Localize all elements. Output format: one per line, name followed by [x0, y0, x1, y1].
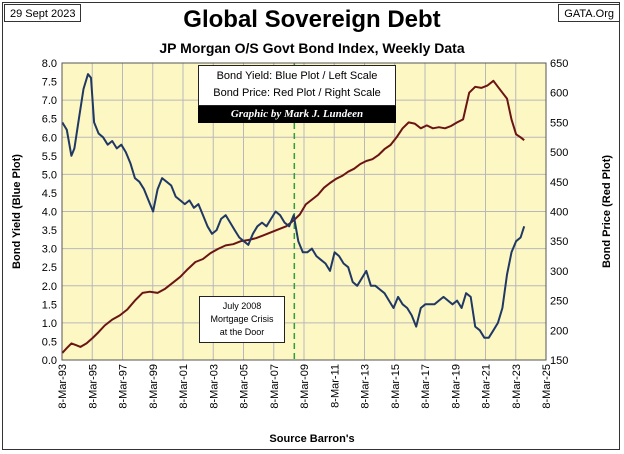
x-tick-label: 8-Mar-99: [148, 364, 160, 409]
right-tick-label: 400: [550, 207, 568, 219]
plot-border: [61, 62, 547, 361]
date-label: 29 Sept 2023: [4, 4, 82, 22]
right-tick-label: 600: [550, 88, 568, 100]
x-tick-label: 8-Mar-09: [299, 364, 311, 409]
left-tick-label: 7.5: [42, 77, 57, 89]
x-tick-label: 8-Mar-07: [269, 364, 281, 409]
right-tick-label: 150: [550, 355, 568, 367]
left-tick-label: 1.5: [42, 299, 57, 311]
left-tick-label: 3.0: [42, 244, 57, 256]
left-tick-label: 5.0: [42, 169, 57, 181]
left-tick-label: 4.0: [42, 207, 57, 219]
left-tick-label: 4.5: [42, 188, 57, 200]
left-tick-label: 1.0: [42, 318, 57, 330]
x-tick-label: 8-Mar-13: [360, 364, 372, 409]
legend-line-yield: Bond Yield: Blue Plot / Left Scale: [216, 70, 378, 82]
right-tick-label: 550: [550, 117, 568, 129]
chart-title: Global Sovereign Debt: [183, 6, 441, 33]
right-axis-ticks: 150 200 250 300 350 400 450 500 550 600 650: [550, 58, 568, 367]
left-tick-label: 5.5: [42, 151, 57, 163]
x-tick-label: 8-Mar-97: [118, 364, 130, 409]
left-tick-label: 8.0: [42, 58, 57, 70]
annotation-line-2: Mortgage Crisis: [210, 314, 274, 324]
source-tag: GATA.Org: [558, 4, 620, 22]
left-tick-label: 0.5: [42, 336, 57, 348]
right-tick-label: 200: [550, 325, 568, 337]
x-tick-label: 8-Mar-03: [208, 364, 220, 409]
left-tick-label: 6.5: [42, 114, 57, 126]
x-axis-ticks: 8-Mar-93 8-Mar-95 8-Mar-97 8-Mar-99 8-Mar-01…: [57, 364, 553, 409]
x-tick-label: 8-Mar-23: [511, 364, 523, 409]
x-tick-label: 8-Mar-17: [420, 364, 432, 409]
x-tick-label: 8-Mar-25: [541, 364, 553, 409]
x-tick-label: 8-Mar-01: [178, 364, 190, 409]
credit-banner: Graphic by Mark J. Lundeen: [198, 106, 396, 123]
x-tick-label: 8-Mar-93: [57, 364, 69, 409]
x-tick-label: 8-Mar-15: [390, 364, 402, 409]
x-axis-title: Source Barron's: [269, 433, 355, 445]
annotation-box: July 2008 Mortgage Crisis at the Door: [199, 296, 285, 343]
legend-line-price: Bond Price: Red Plot / Right Scale: [213, 87, 381, 99]
legend-box: Bond Yield: Blue Plot / Left Scale Bond …: [198, 65, 396, 106]
x-tick-label: 8-Mar-21: [481, 364, 493, 409]
left-tick-label: 6.0: [42, 132, 57, 144]
right-axis-title: Bond Price (Red Plot): [601, 155, 613, 268]
left-tick-label: 2.5: [42, 262, 57, 274]
right-tick-label: 350: [550, 236, 568, 248]
x-tick-label: 8-Mar-19: [450, 364, 462, 409]
left-axis-ticks: 0.0 0.5 1.0 1.5 2.0 2.5 3.0 3.5 4.0 4.5 5.0 5.5 6.0 6…: [42, 58, 57, 367]
bond-price-series-line: [61, 79, 525, 354]
right-tick-label: 300: [550, 266, 568, 278]
right-tick-label: 650: [550, 58, 568, 70]
x-tick-label: 8-Mar-05: [239, 364, 251, 409]
left-tick-label: 7.0: [42, 95, 57, 107]
x-tick-label: 8-Mar-95: [87, 364, 99, 409]
bond-yield-series-line: [61, 73, 526, 339]
left-tick-label: 0.0: [42, 355, 57, 367]
annotation-line-3: at the Door: [219, 327, 265, 337]
right-tick-label: 250: [550, 296, 568, 308]
annotation-line-1: July 2008: [222, 301, 262, 311]
x-tick-label: 8-Mar-11: [329, 364, 341, 408]
left-axis-title: Bond Yield (Blue Plot): [11, 154, 23, 269]
left-tick-label: 2.0: [42, 281, 57, 293]
left-tick-label: 3.5: [42, 225, 57, 237]
chart-subtitle: JP Morgan O/S Govt Bond Index, Weekly Da…: [159, 40, 465, 56]
right-tick-label: 450: [550, 177, 568, 189]
right-tick-label: 500: [550, 147, 568, 159]
